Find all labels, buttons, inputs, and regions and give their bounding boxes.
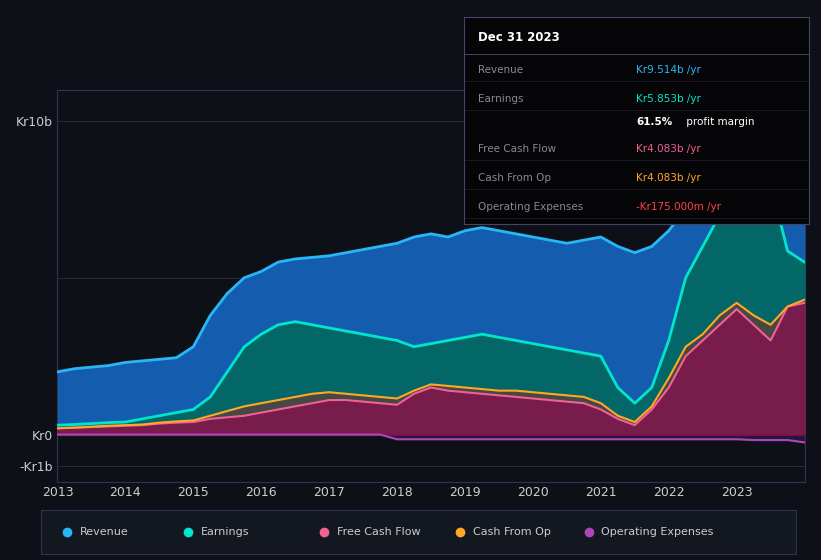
Text: Kr4.083b /yr: Kr4.083b /yr bbox=[636, 143, 701, 153]
Text: Kr4.083b /yr: Kr4.083b /yr bbox=[636, 172, 701, 183]
Text: Earnings: Earnings bbox=[478, 94, 523, 104]
Text: Cash From Op: Cash From Op bbox=[473, 527, 551, 537]
Text: Revenue: Revenue bbox=[478, 65, 523, 75]
Text: Operating Expenses: Operating Expenses bbox=[478, 202, 583, 212]
Text: Cash From Op: Cash From Op bbox=[478, 172, 551, 183]
Text: Free Cash Flow: Free Cash Flow bbox=[337, 527, 420, 537]
Text: Revenue: Revenue bbox=[80, 527, 129, 537]
Text: Kr9.514b /yr: Kr9.514b /yr bbox=[636, 65, 701, 75]
Text: 61.5%: 61.5% bbox=[636, 116, 672, 127]
Text: profit margin: profit margin bbox=[683, 116, 754, 127]
Text: Free Cash Flow: Free Cash Flow bbox=[478, 143, 556, 153]
Text: Dec 31 2023: Dec 31 2023 bbox=[478, 31, 559, 44]
Text: Kr5.853b /yr: Kr5.853b /yr bbox=[636, 94, 701, 104]
Text: Operating Expenses: Operating Expenses bbox=[602, 527, 714, 537]
Text: -Kr175.000m /yr: -Kr175.000m /yr bbox=[636, 202, 722, 212]
Text: Earnings: Earnings bbox=[201, 527, 250, 537]
